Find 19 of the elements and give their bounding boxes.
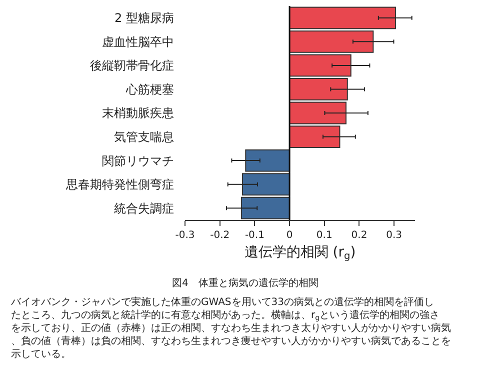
y-tick-label: 統合失調症 xyxy=(114,201,174,216)
x-tick-label: 0.3 xyxy=(386,230,402,241)
y-tick-label: 虚血性脳卒中 xyxy=(102,34,174,49)
y-tick-label: 心筋梗塞 xyxy=(125,82,174,96)
x-tick-label: 0.2 xyxy=(351,230,368,241)
y-tick-label: 後縦靭帯骨化症 xyxy=(90,58,174,73)
y-tick-label: 末梢動脈疾患 xyxy=(102,106,174,120)
x-tick-label: -0.2 xyxy=(210,230,230,241)
x-tick-label: -0.1 xyxy=(244,230,264,241)
y-tick-label: 関節リウマチ xyxy=(102,154,174,168)
text: バイオバンク・ジャパンで実施した体重のGWASを用いて33の病気との遺伝学的相関を評価したところ、九つの病気と統計学的に有意な相関があった。横軸は、r$_{g}$という遺伝学的相関の強さを示しており、正の値（赤棒）は正の相関、すなわち生まれつき太りやすい人がかかりやすい病気、負の値（青棒）は負の相関、すなわち生まれつき痩せやすい人がかかりやすい病気であることを示している。 xyxy=(10,296,451,360)
y-tick-label: 2 型糖尿病 xyxy=(114,11,174,26)
y-tick-label: 気管支喘息 xyxy=(114,130,174,144)
y-tick-label: 思春期特発性側弯症 xyxy=(65,178,174,192)
x-axis-title: 遺伝学的相関 (r$_{g}$) xyxy=(244,244,356,262)
x-tick-label: 0.1 xyxy=(316,230,332,241)
caption: 図4 体重と病気の遺伝学的相関 xyxy=(172,277,318,289)
x-tick-label: -0.3 xyxy=(175,230,195,241)
x-tick-label: 0 xyxy=(286,230,293,241)
